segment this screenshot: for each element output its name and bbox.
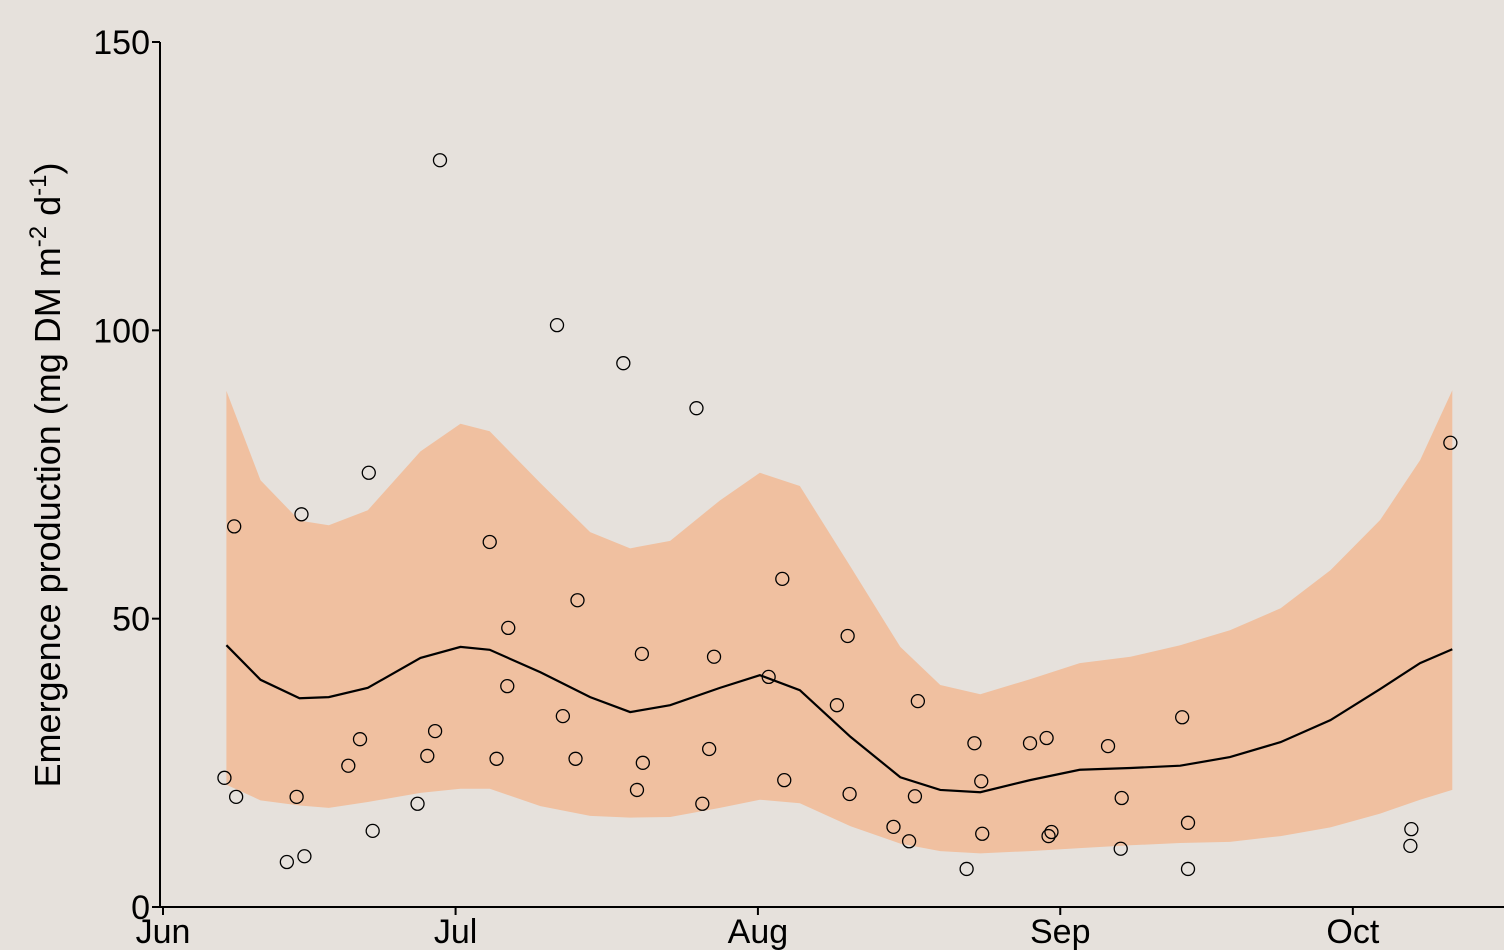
data-point (1180, 815, 1196, 830)
data-point (975, 826, 990, 841)
data-point (777, 772, 792, 788)
data-point (842, 786, 857, 802)
y-label-part: d (27, 196, 68, 226)
data-point (549, 317, 565, 333)
data-point (1113, 841, 1128, 856)
data-point (840, 628, 855, 644)
data-point (570, 593, 585, 608)
data-point (228, 789, 244, 805)
data-point (967, 736, 982, 751)
data-point (689, 401, 704, 416)
data-point (1175, 710, 1190, 725)
data-point (489, 751, 504, 766)
x-tick-label: Oct (1326, 913, 1379, 950)
data-point (427, 723, 443, 739)
y-label-part: ) (27, 163, 68, 175)
data-point (1180, 861, 1196, 877)
data-point (775, 571, 790, 587)
data-point (907, 789, 923, 804)
plot: 0 50 100 150 Jun Jul Aug Sep Oct (93, 24, 1504, 950)
y-axis-label: Emergence production (mg DM m-2 d-1) (25, 163, 68, 788)
data-point (974, 774, 989, 789)
x-tick-label: Jun (136, 913, 191, 950)
data-point (629, 782, 645, 798)
data-point (500, 678, 515, 694)
data-point (616, 356, 631, 371)
y-label-part: Emergence production (mg DM m (27, 247, 68, 787)
data-point (501, 620, 516, 636)
data-point (279, 854, 295, 870)
data-point (1044, 824, 1059, 840)
data-point (352, 732, 368, 747)
y-label-sup: -2 (25, 226, 52, 247)
y-label-sup: -1 (25, 175, 52, 196)
data-point (1443, 435, 1458, 450)
data-point (289, 789, 304, 805)
data-point (482, 534, 497, 550)
data-point (217, 770, 232, 785)
data-point (341, 758, 356, 773)
data-point (706, 649, 722, 664)
data-point (829, 698, 845, 713)
y-tick-label: 50 (112, 601, 150, 639)
data-point (420, 748, 435, 764)
data-point (702, 741, 717, 757)
x-tick-label: Sep (1030, 913, 1091, 950)
data-point (361, 465, 376, 480)
y-tick-label: 100 (93, 312, 150, 350)
data-point (1100, 738, 1116, 754)
data-point (910, 693, 926, 709)
data-point (432, 153, 448, 168)
data-point (297, 849, 312, 864)
data-point (294, 507, 309, 522)
data-point (959, 861, 974, 877)
data-point (365, 823, 380, 839)
data-point (761, 669, 776, 685)
data-point (886, 819, 901, 834)
data-point (555, 708, 571, 724)
data-point (227, 519, 242, 534)
data-point (901, 834, 917, 849)
data-point (1041, 828, 1056, 844)
data-point (634, 646, 650, 661)
data-point (695, 796, 710, 811)
data-point (1403, 838, 1418, 854)
fit-line (225, 644, 1453, 794)
confidence-band (226, 390, 1453, 854)
x-tick-label: Aug (728, 913, 789, 950)
x-tick-label: Jul (434, 913, 477, 950)
data-point (410, 796, 425, 811)
y-tick-label: 150 (93, 24, 150, 62)
data-point (1022, 736, 1038, 751)
data-point (1404, 822, 1419, 837)
data-point (635, 755, 650, 770)
y-tick-label: 0 (131, 889, 150, 927)
data-point (1039, 730, 1054, 746)
data-point (568, 751, 583, 766)
data-point (1114, 790, 1129, 806)
